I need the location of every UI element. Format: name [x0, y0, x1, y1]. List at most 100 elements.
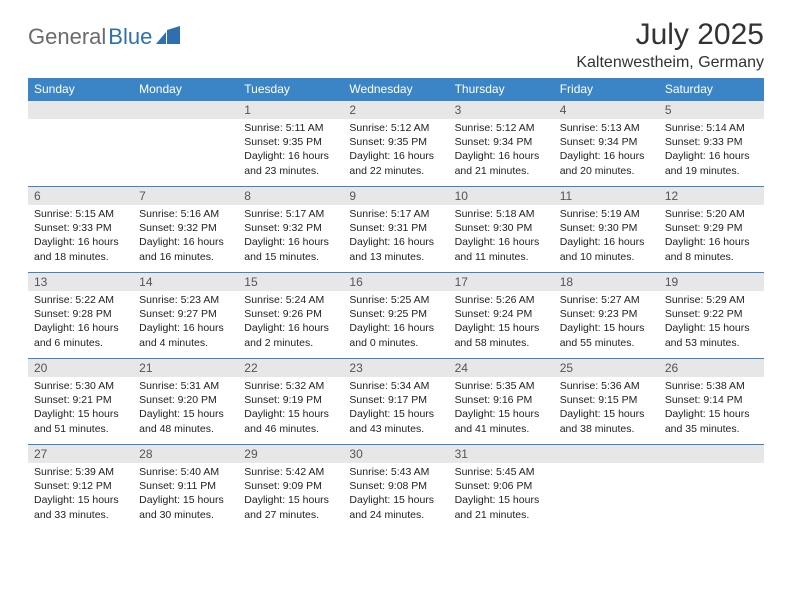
month-title: July 2025	[576, 18, 764, 52]
location-label: Kaltenwestheim, Germany	[576, 54, 764, 72]
sunrise-line: Sunrise: 5:25 AM	[349, 293, 442, 307]
sunset-line: Sunset: 9:29 PM	[665, 221, 758, 235]
sunset-line: Sunset: 9:11 PM	[139, 479, 232, 493]
sunrise-line: Sunrise: 5:26 AM	[455, 293, 548, 307]
calendar-week-row: 6Sunrise: 5:15 AMSunset: 9:33 PMDaylight…	[28, 187, 764, 273]
sunrise-line: Sunrise: 5:27 AM	[560, 293, 653, 307]
daylight-line: Daylight: 15 hours and 21 minutes.	[455, 493, 548, 521]
daylight-line: Daylight: 15 hours and 46 minutes.	[244, 407, 337, 435]
calendar-cell: 3Sunrise: 5:12 AMSunset: 9:34 PMDaylight…	[449, 101, 554, 187]
day-number: 9	[343, 187, 448, 205]
daylight-line: Daylight: 15 hours and 30 minutes.	[139, 493, 232, 521]
sunrise-line: Sunrise: 5:24 AM	[244, 293, 337, 307]
day-number: 6	[28, 187, 133, 205]
sunset-line: Sunset: 9:06 PM	[455, 479, 548, 493]
calendar-week-row: 13Sunrise: 5:22 AMSunset: 9:28 PMDayligh…	[28, 273, 764, 359]
day-content: Sunrise: 5:13 AMSunset: 9:34 PMDaylight:…	[554, 119, 659, 182]
sunrise-line: Sunrise: 5:18 AM	[455, 207, 548, 221]
day-content: Sunrise: 5:42 AMSunset: 9:09 PMDaylight:…	[238, 463, 343, 526]
daylight-line: Daylight: 16 hours and 20 minutes.	[560, 149, 653, 177]
sunset-line: Sunset: 9:31 PM	[349, 221, 442, 235]
day-number: 8	[238, 187, 343, 205]
day-content: Sunrise: 5:36 AMSunset: 9:15 PMDaylight:…	[554, 377, 659, 440]
sunrise-line: Sunrise: 5:36 AM	[560, 379, 653, 393]
daylight-line: Daylight: 15 hours and 33 minutes.	[34, 493, 127, 521]
day-content: Sunrise: 5:27 AMSunset: 9:23 PMDaylight:…	[554, 291, 659, 354]
sunset-line: Sunset: 9:32 PM	[244, 221, 337, 235]
sunrise-line: Sunrise: 5:30 AM	[34, 379, 127, 393]
day-content: Sunrise: 5:17 AMSunset: 9:32 PMDaylight:…	[238, 205, 343, 268]
day-number: 10	[449, 187, 554, 205]
day-number: 5	[659, 101, 764, 119]
day-content: Sunrise: 5:38 AMSunset: 9:14 PMDaylight:…	[659, 377, 764, 440]
day-content: Sunrise: 5:40 AMSunset: 9:11 PMDaylight:…	[133, 463, 238, 526]
calendar-cell: 7Sunrise: 5:16 AMSunset: 9:32 PMDaylight…	[133, 187, 238, 273]
page-header: GeneralBlue July 2025 Kaltenwestheim, Ge…	[28, 18, 764, 72]
day-number: 7	[133, 187, 238, 205]
daylight-line: Daylight: 15 hours and 41 minutes.	[455, 407, 548, 435]
empty-day-bar	[659, 445, 764, 463]
day-number: 20	[28, 359, 133, 377]
sunset-line: Sunset: 9:30 PM	[560, 221, 653, 235]
sunset-line: Sunset: 9:19 PM	[244, 393, 337, 407]
day-number: 4	[554, 101, 659, 119]
calendar-cell: 13Sunrise: 5:22 AMSunset: 9:28 PMDayligh…	[28, 273, 133, 359]
brand-part1: General	[28, 24, 106, 50]
day-content: Sunrise: 5:15 AMSunset: 9:33 PMDaylight:…	[28, 205, 133, 268]
sunrise-line: Sunrise: 5:12 AM	[455, 121, 548, 135]
daylight-line: Daylight: 16 hours and 8 minutes.	[665, 235, 758, 263]
day-content: Sunrise: 5:39 AMSunset: 9:12 PMDaylight:…	[28, 463, 133, 526]
calendar-week-row: 27Sunrise: 5:39 AMSunset: 9:12 PMDayligh…	[28, 445, 764, 531]
sunset-line: Sunset: 9:20 PM	[139, 393, 232, 407]
sunrise-line: Sunrise: 5:20 AM	[665, 207, 758, 221]
daylight-line: Daylight: 16 hours and 4 minutes.	[139, 321, 232, 349]
calendar-cell: 25Sunrise: 5:36 AMSunset: 9:15 PMDayligh…	[554, 359, 659, 445]
day-number: 16	[343, 273, 448, 291]
calendar-cell: 6Sunrise: 5:15 AMSunset: 9:33 PMDaylight…	[28, 187, 133, 273]
daylight-line: Daylight: 15 hours and 43 minutes.	[349, 407, 442, 435]
calendar-cell: 21Sunrise: 5:31 AMSunset: 9:20 PMDayligh…	[133, 359, 238, 445]
sunrise-line: Sunrise: 5:12 AM	[349, 121, 442, 135]
daylight-line: Daylight: 15 hours and 55 minutes.	[560, 321, 653, 349]
day-header: Thursday	[449, 78, 554, 101]
day-header: Friday	[554, 78, 659, 101]
daylight-line: Daylight: 16 hours and 22 minutes.	[349, 149, 442, 177]
flag-icon	[156, 26, 180, 49]
sunrise-line: Sunrise: 5:19 AM	[560, 207, 653, 221]
sunset-line: Sunset: 9:12 PM	[34, 479, 127, 493]
day-header: Saturday	[659, 78, 764, 101]
day-content: Sunrise: 5:25 AMSunset: 9:25 PMDaylight:…	[343, 291, 448, 354]
sunset-line: Sunset: 9:33 PM	[34, 221, 127, 235]
day-header-row: SundayMondayTuesdayWednesdayThursdayFrid…	[28, 78, 764, 101]
day-content: Sunrise: 5:12 AMSunset: 9:34 PMDaylight:…	[449, 119, 554, 182]
day-number: 21	[133, 359, 238, 377]
sunrise-line: Sunrise: 5:13 AM	[560, 121, 653, 135]
daylight-line: Daylight: 16 hours and 10 minutes.	[560, 235, 653, 263]
sunset-line: Sunset: 9:25 PM	[349, 307, 442, 321]
day-content: Sunrise: 5:26 AMSunset: 9:24 PMDaylight:…	[449, 291, 554, 354]
day-content: Sunrise: 5:19 AMSunset: 9:30 PMDaylight:…	[554, 205, 659, 268]
sunset-line: Sunset: 9:33 PM	[665, 135, 758, 149]
calendar-cell: 1Sunrise: 5:11 AMSunset: 9:35 PMDaylight…	[238, 101, 343, 187]
sunset-line: Sunset: 9:32 PM	[139, 221, 232, 235]
daylight-line: Daylight: 15 hours and 48 minutes.	[139, 407, 232, 435]
daylight-line: Daylight: 16 hours and 13 minutes.	[349, 235, 442, 263]
sunrise-line: Sunrise: 5:29 AM	[665, 293, 758, 307]
day-number: 14	[133, 273, 238, 291]
day-header: Sunday	[28, 78, 133, 101]
calendar-cell: 12Sunrise: 5:20 AMSunset: 9:29 PMDayligh…	[659, 187, 764, 273]
sunset-line: Sunset: 9:28 PM	[34, 307, 127, 321]
day-content: Sunrise: 5:29 AMSunset: 9:22 PMDaylight:…	[659, 291, 764, 354]
day-content: Sunrise: 5:32 AMSunset: 9:19 PMDaylight:…	[238, 377, 343, 440]
day-number: 23	[343, 359, 448, 377]
day-number: 29	[238, 445, 343, 463]
calendar-cell	[28, 101, 133, 187]
daylight-line: Daylight: 15 hours and 27 minutes.	[244, 493, 337, 521]
sunrise-line: Sunrise: 5:40 AM	[139, 465, 232, 479]
daylight-line: Daylight: 16 hours and 19 minutes.	[665, 149, 758, 177]
day-content: Sunrise: 5:18 AMSunset: 9:30 PMDaylight:…	[449, 205, 554, 268]
calendar-table: SundayMondayTuesdayWednesdayThursdayFrid…	[28, 78, 764, 531]
day-content: Sunrise: 5:14 AMSunset: 9:33 PMDaylight:…	[659, 119, 764, 182]
day-header: Monday	[133, 78, 238, 101]
sunset-line: Sunset: 9:09 PM	[244, 479, 337, 493]
